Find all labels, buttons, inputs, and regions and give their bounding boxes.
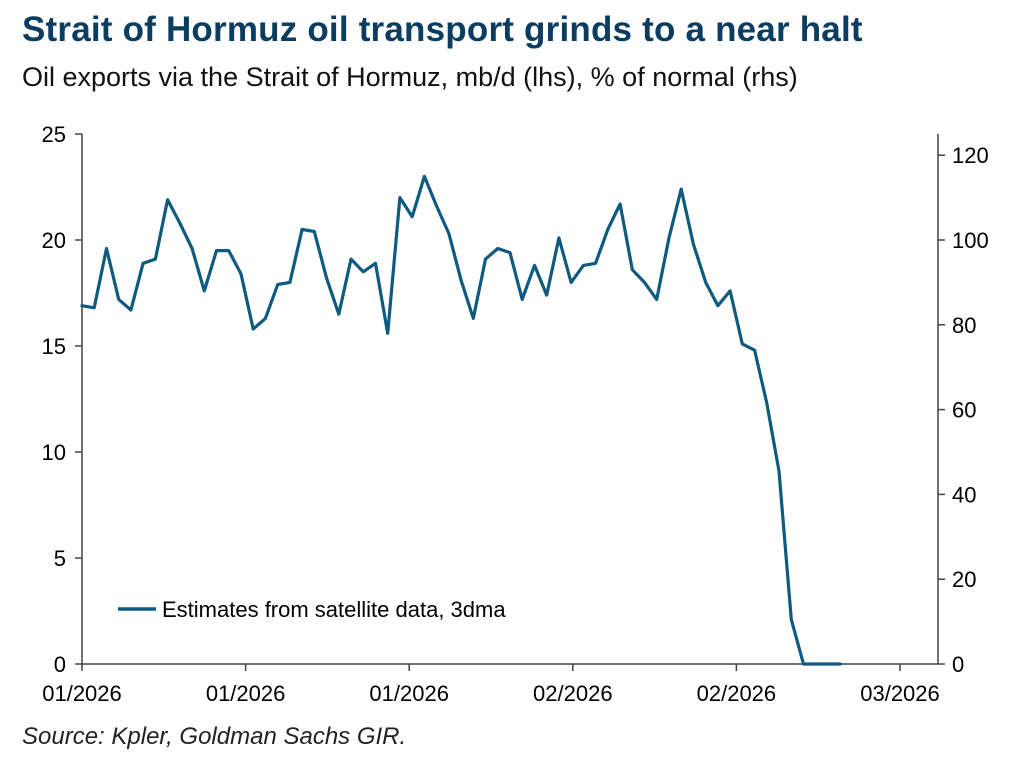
x-tick-label: 02/2026 [533,681,613,706]
y-right-tick-label: 20 [952,567,976,592]
x-tick-label: 01/2026 [206,681,286,706]
chart-axes: 0 5 10 15 20 25 0 20 40 60 80 100 120 01/2026 01/2026 0… [42,122,989,706]
y-right-tick-label: 40 [952,482,976,507]
y-right-tick-label: 0 [952,652,964,677]
chart-subtitle: Oil exports via the Strait of Hormuz, mb… [22,62,798,92]
y-left-tick-label: 25 [42,122,66,147]
chart-series [80,174,842,666]
x-tick-label: 02/2026 [697,681,777,706]
source-note: Source: Kpler, Goldman Sachs GIR. [22,723,407,750]
y-left-tick-label: 5 [54,546,66,571]
y-left-tick-label: 15 [42,334,66,359]
y-left-tick-label: 0 [54,652,66,677]
series-line [80,174,842,666]
x-tick-label: 03/2026 [860,681,940,706]
legend-label: Estimates from satellite data, 3dma [162,597,506,622]
y-left-tick-label: 20 [42,228,66,253]
chart-legend: Estimates from satellite data, 3dma [118,597,506,622]
y-right-tick-label: 100 [952,228,989,253]
y-right-tick-label: 60 [952,398,976,423]
y-right-tick-label: 80 [952,313,976,338]
x-tick-label: 01/2026 [42,681,122,706]
x-tick-label: 01/2026 [369,681,449,706]
y-left-tick-label: 10 [42,440,66,465]
y-right-tick-label: 120 [952,143,989,168]
chart-title: Strait of Hormuz oil transport grinds to… [22,10,863,49]
